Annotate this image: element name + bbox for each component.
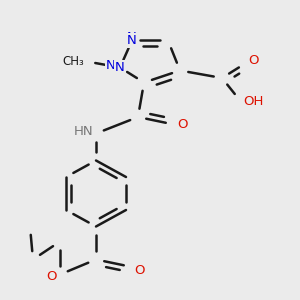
Text: HN: HN <box>74 125 93 139</box>
Text: CH₃: CH₃ <box>62 55 84 68</box>
Text: N: N <box>115 61 125 74</box>
Text: N: N <box>106 59 116 73</box>
Text: O: O <box>46 269 57 283</box>
Text: N: N <box>127 34 137 47</box>
Text: O: O <box>134 263 145 277</box>
Text: N: N <box>127 31 137 44</box>
Text: O: O <box>248 54 259 67</box>
Text: O: O <box>178 118 188 131</box>
Text: OH: OH <box>244 95 264 109</box>
